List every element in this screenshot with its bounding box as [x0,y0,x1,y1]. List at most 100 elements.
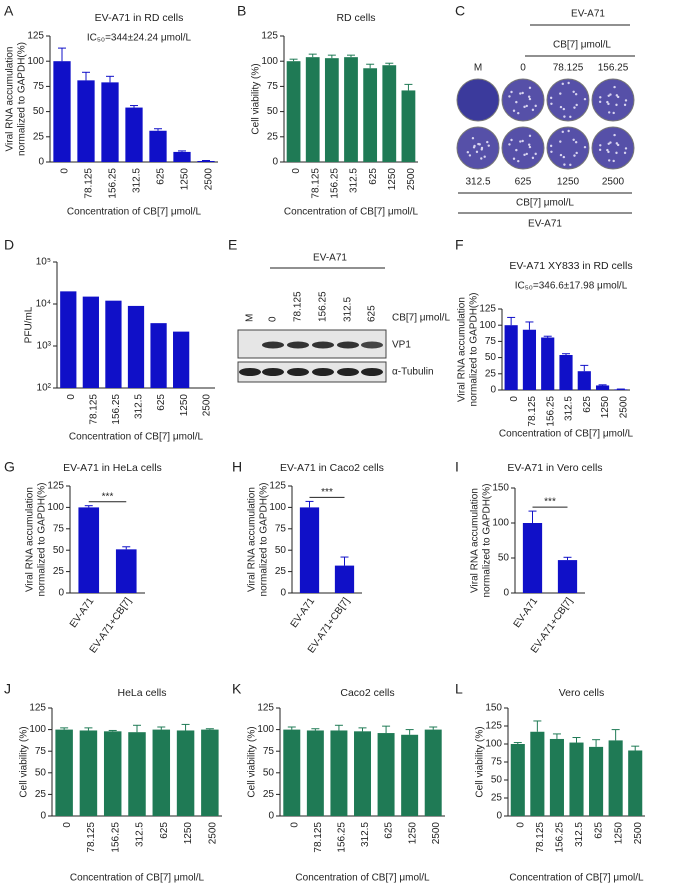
plaque [599,96,602,99]
plaque [519,140,522,143]
x-tick-label: 78.125 [84,168,95,199]
y-tick-label: 10² [37,383,52,394]
plaque [624,99,628,102]
y-tick-label: 125 [479,304,496,315]
plaque [480,148,483,151]
band [337,368,359,376]
plaque [521,91,524,95]
bar [305,57,320,162]
significance: *** [102,491,114,502]
plaque [483,155,486,158]
x-tick-label: 2500 [201,394,212,417]
plaque [559,105,563,109]
plaque [517,111,520,115]
y-tick-label: 25 [267,131,279,142]
bar [105,300,122,388]
plaque [515,100,518,104]
plaque-dish [456,126,500,170]
bar [401,90,416,162]
plaque-dish [591,126,635,170]
lane-label: 625 [515,177,532,188]
plaque [517,159,520,163]
bar [127,305,145,388]
y-axis-label: Viral RNA accumulation [25,487,36,592]
x-tick-label: 0 [289,822,300,828]
significance: *** [544,497,556,508]
x-tick-label: 78.125 [310,168,321,199]
panel-letter: F [455,237,464,253]
panel-letter: L [455,681,463,697]
bar [628,750,643,816]
lane-label: M [474,63,482,74]
plaque [531,108,535,112]
plaque [609,141,612,144]
significance: *** [321,487,333,498]
y-tick-label: 100 [47,502,64,513]
bar [128,732,146,816]
band [361,368,383,376]
plaque [574,93,578,96]
x-tick-label: 156.25 [111,394,122,425]
y-tick-label: 100 [479,320,496,331]
x-tick-label: 312.5 [564,396,575,421]
y-tick-label: 100 [485,739,502,750]
plaque [486,140,489,144]
y-axis-label: Viral RNA accumulation [457,297,468,402]
lane-label: 312.5 [343,297,354,322]
plaque [616,143,620,147]
bar [382,65,397,162]
plaque [550,102,553,105]
y-tick-label: 0 [58,588,64,599]
plaque [534,104,537,108]
plaque [515,148,518,152]
x-tick-label: 156.25 [110,822,121,853]
y-axis-label: Viral RNA accumulation [470,488,481,593]
bar [354,731,371,816]
plaque [575,151,578,155]
y-tick-label: 25 [35,789,47,800]
plaque [512,109,516,112]
x-tick-label: 312.5 [132,168,143,193]
plaque [616,95,620,99]
y-tick-label: 50 [53,545,65,556]
y-tick-label: 125 [257,703,274,714]
bar [595,385,610,390]
x-tick-label: EV-A71 [512,596,541,630]
bar [504,325,518,390]
bar [363,68,378,162]
bar [60,291,77,388]
x-tick-label: 1250 [613,822,624,845]
bar [101,82,119,162]
plaque [563,115,566,118]
plaque [567,81,570,85]
bar [78,507,100,593]
plaque [527,95,531,98]
panel-letter: D [4,237,14,253]
plaque [598,100,602,104]
bar [55,729,73,816]
panel-letter: H [232,459,242,475]
y-tick-label: 0 [490,385,496,396]
x-tick-label: 0 [291,168,302,174]
band [312,368,334,376]
bar [557,560,578,593]
plaque [615,103,618,107]
plaque [471,137,475,140]
band [262,368,284,376]
y-tick-label: 25 [263,789,275,800]
y-tick-label: 75 [33,81,45,92]
x-tick-label: 2500 [618,396,629,419]
y-tick-label: 25 [33,131,45,142]
x-tick-label: 625 [384,822,395,839]
lane-label: 78.125 [293,291,304,322]
bar [510,744,525,816]
bar [150,323,167,388]
plaque [598,148,602,152]
y-tick-label: 50 [33,106,45,117]
x-axis-label: Concentration of CB[7] μmol/L [509,873,644,884]
plaque [613,133,616,137]
band-label: α-Tubulin [392,367,434,378]
plaque [528,145,532,149]
plaque [519,92,522,95]
annotation: IC₅₀=346.6±17.98 μmol/L [515,281,628,292]
